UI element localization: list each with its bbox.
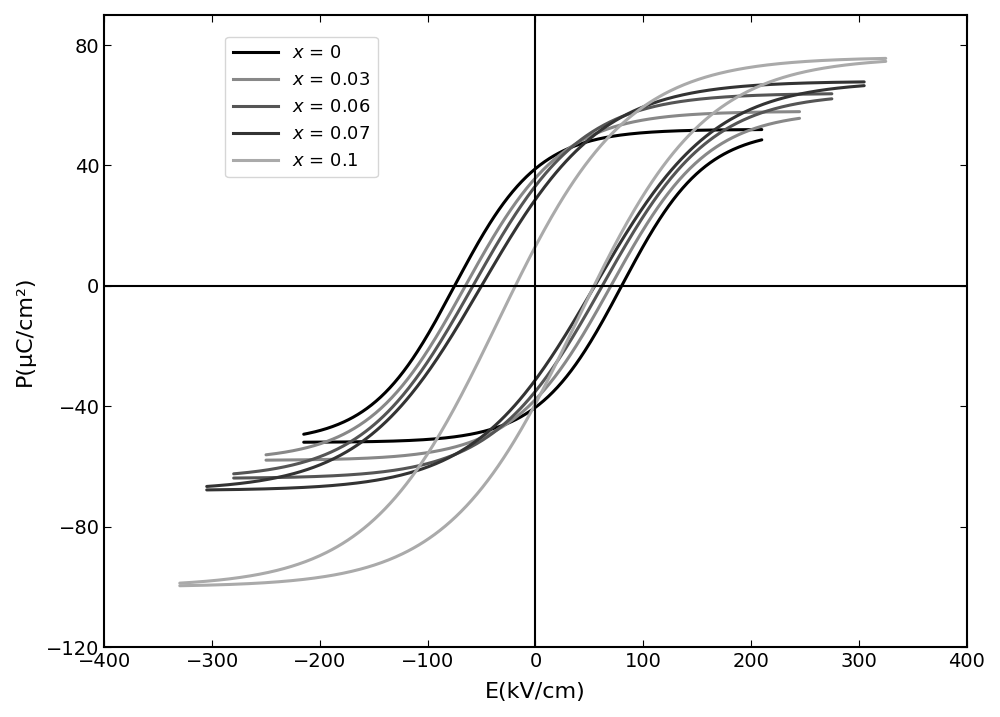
Y-axis label: P(μC/cm²): P(μC/cm²) [15, 276, 35, 386]
Legend: $x$ = 0, $x$ = 0.03, $x$ = 0.06, $x$ = 0.07, $x$ = 0.1: $x$ = 0, $x$ = 0.03, $x$ = 0.06, $x$ = 0… [225, 37, 378, 177]
X-axis label: E(kV/cm): E(kV/cm) [485, 682, 586, 702]
